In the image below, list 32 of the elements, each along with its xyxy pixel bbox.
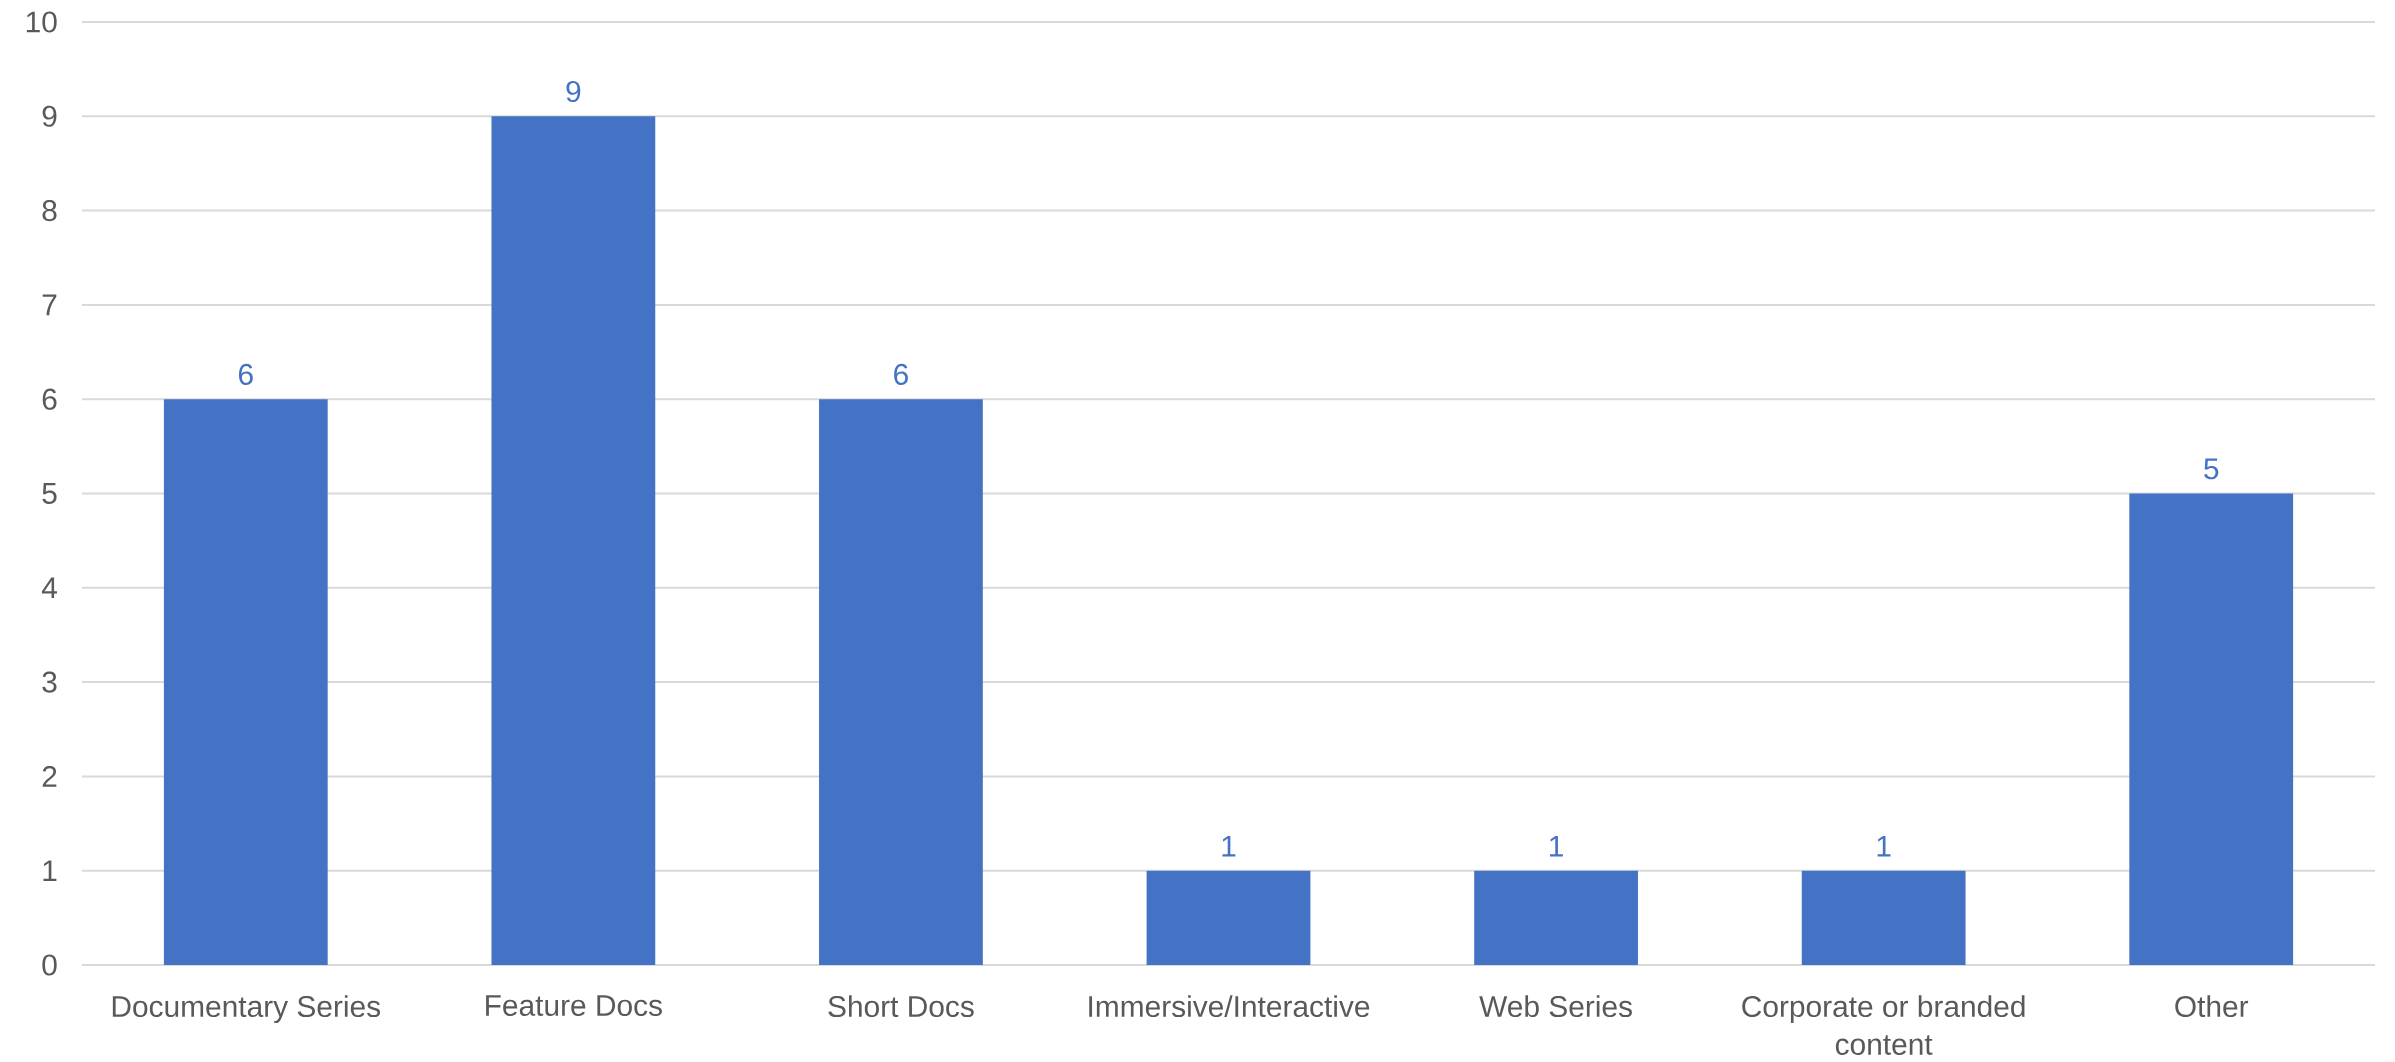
x-tick-label: Web Series	[1479, 995, 1632, 1018]
y-tick-label: 5	[42, 483, 57, 504]
x-tick-label: Other	[2175, 995, 2249, 1018]
y-tick-label: 0	[42, 954, 57, 976]
bar	[819, 399, 983, 965]
x-tick-label: Short Docs	[828, 995, 974, 1018]
y-tick-label: 8	[42, 200, 57, 222]
bar	[163, 399, 328, 965]
bar	[1146, 870, 1311, 965]
x-tick-label: Feature Docs	[486, 995, 662, 1017]
y-tick-label: 10	[26, 11, 57, 33]
bar	[2129, 493, 2294, 965]
data-label: 1	[1222, 835, 1236, 857]
bar	[491, 116, 656, 965]
y-tick-label: 7	[42, 294, 57, 316]
y-tick-label: 3	[42, 671, 57, 693]
y-tick-label: 2	[42, 765, 57, 787]
x-tick-label: Corporate or branded content	[1742, 995, 2025, 1055]
data-label: 1	[1550, 835, 1563, 857]
data-label: 6	[238, 363, 253, 385]
data-label: 9	[566, 80, 581, 103]
y-tick-label: 4	[41, 577, 57, 599]
data-label: 1	[1877, 835, 1891, 857]
y-tick-label: 9	[42, 105, 57, 127]
x-tick-label: Immersive/Interactive	[1089, 995, 1370, 1018]
data-label: 6	[894, 363, 908, 385]
y-tick-label: 1	[43, 860, 57, 881]
bar	[1801, 870, 1966, 965]
x-tick-label: Documentary Series	[112, 995, 381, 1024]
data-label: 5	[2204, 458, 2219, 480]
bar	[1474, 870, 1638, 965]
y-tick-label: 6	[42, 388, 57, 410]
